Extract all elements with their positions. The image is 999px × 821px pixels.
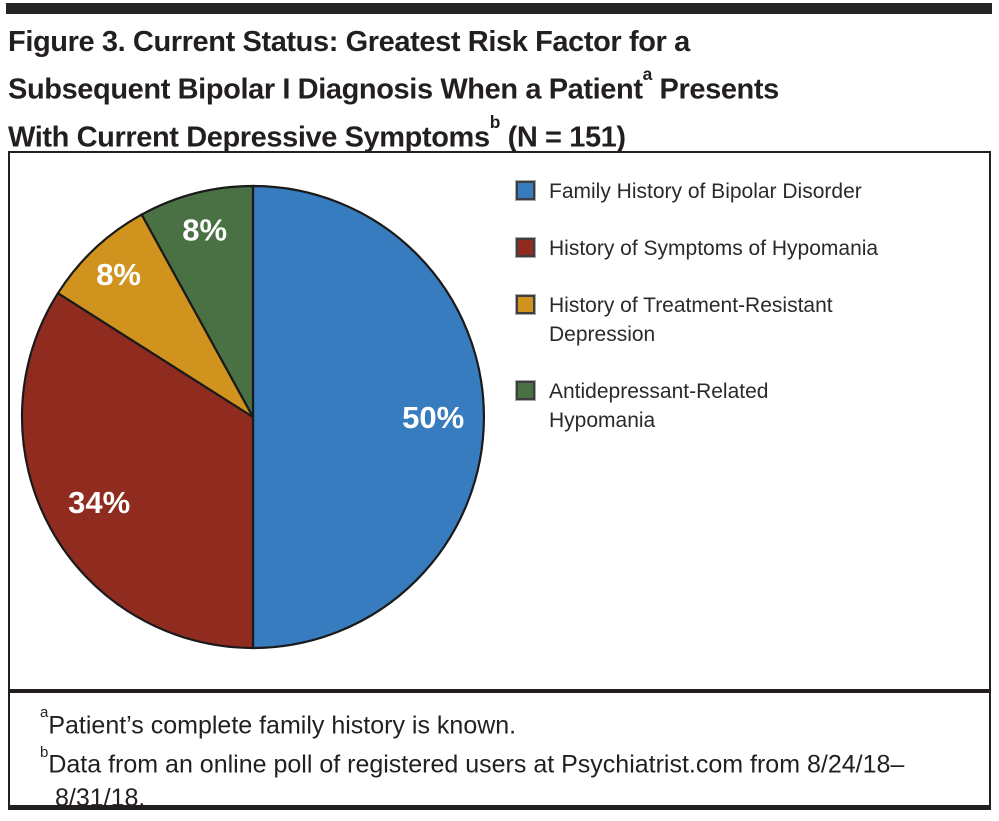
top-rule (6, 3, 992, 14)
footnote-text: Data from an online poll of registered u… (48, 750, 905, 812)
title-superscript-a: a (642, 64, 653, 85)
legend-label: Antidepressant-Related Hypomania (549, 380, 769, 432)
title-text: Presents (651, 73, 780, 106)
footnote-marker-b: b (40, 743, 49, 761)
pie-label-2: 34% (68, 485, 130, 520)
title-text: With Current Depressive Symptoms (8, 121, 490, 154)
pie-slice-2 (20, 291, 255, 650)
footnote-a: aPatient’s complete family history is kn… (40, 703, 971, 742)
legend-swatch-gold (515, 294, 536, 315)
footnote-text: Patient’s complete family history is kno… (48, 711, 517, 740)
legend-swatch-green (515, 380, 536, 401)
legend-item-antidepressant-related: Antidepressant-Related Hypomania (515, 377, 982, 435)
legend-swatch-red (515, 237, 536, 258)
title-text: (N = 151) (499, 121, 626, 154)
title-text: Subsequent Bipolar I Diagnosis When a Pa… (8, 73, 643, 106)
pie-slice-3 (56, 213, 254, 418)
legend-item-hypomania-symptoms: History of Symptoms of Hypomania (515, 234, 982, 263)
figure-title-line-3: With Current Depressive Symptomsb (N = 1… (8, 110, 993, 158)
chart-panel: 50% 34% 8% 8% Family History of Bipolar Dis… (8, 151, 991, 691)
pie-label-1: 50% (402, 400, 464, 435)
figure-title-line-2: Subsequent Bipolar I Diagnosis When a Pa… (8, 62, 993, 110)
pie-slice-4 (140, 184, 255, 418)
title-text: Figure 3. Current Status: Greatest Risk … (8, 26, 690, 58)
title-superscript-b: b (489, 111, 501, 132)
legend: Family History of Bipolar Disorder Histo… (515, 177, 982, 463)
footnote-b: bData from an online poll of registered … (40, 742, 965, 814)
legend-item-family-history: Family History of Bipolar Disorder (515, 177, 982, 206)
legend-item-treatment-resistant: History of Treatment-Resistant Depressio… (515, 291, 982, 349)
footnote-panel: aPatient’s complete family history is kn… (8, 691, 991, 812)
footnote-marker-a: a (40, 704, 49, 722)
legend-swatch-blue (515, 180, 536, 201)
figure-title-line-1: Figure 3. Current Status: Greatest Risk … (8, 22, 993, 62)
legend-label: Family History of Bipolar Disorder (549, 180, 862, 203)
legend-label: History of Symptoms of Hypomania (549, 237, 879, 260)
pie-slice-1 (251, 184, 486, 650)
legend-label: History of Treatment-Resistant Depressio… (549, 294, 833, 346)
figure-title: Figure 3. Current Status: Greatest Risk … (8, 22, 993, 157)
pie-label-4: 8% (182, 212, 227, 247)
pie-chart: 50% 34% 8% 8% (20, 184, 486, 650)
pie-label-3: 8% (96, 257, 141, 292)
